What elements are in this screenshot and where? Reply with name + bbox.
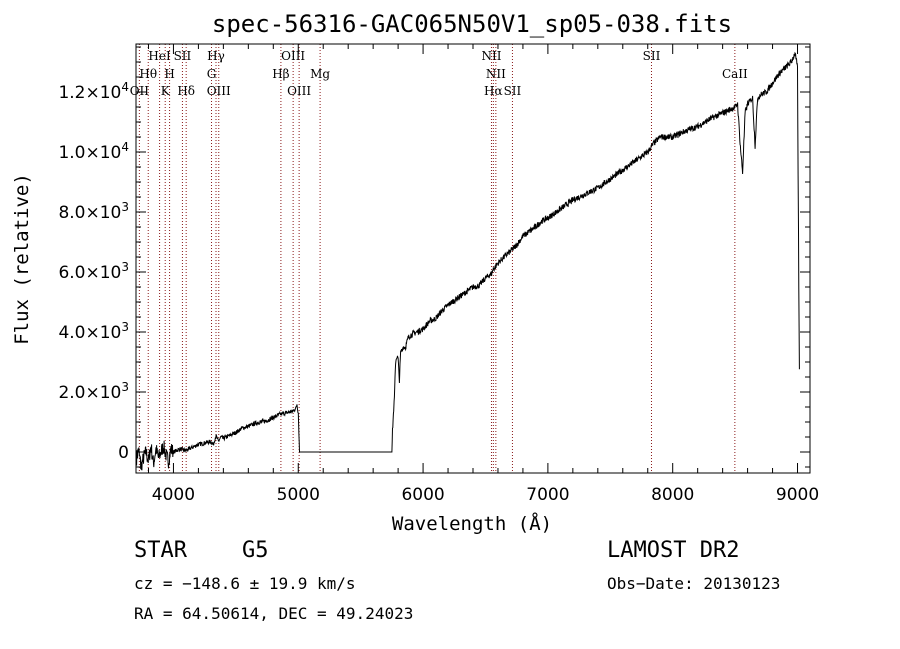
line-label: Hβ (272, 67, 289, 81)
y-tick-mantissa: 4.0×10 (58, 323, 121, 343)
y-tick-mantissa: 2.0×10 (58, 383, 121, 403)
chart-title: spec-56316-GAC065N50V1_sp05-038.fits (212, 10, 732, 38)
redshift-cz: cz = −148.6 ± 19.9 km/s (134, 574, 356, 593)
y-tick-label: 1.0×104 (58, 140, 129, 163)
y-axis-label: Flux (relative) (11, 173, 33, 345)
line-label: Hθ (139, 67, 157, 81)
y-tick-label: 4.0×103 (58, 320, 129, 343)
y-tick-exponent: 3 (121, 380, 129, 394)
line-label: NII (486, 67, 506, 81)
y-tick-exponent: 3 (121, 320, 129, 334)
y-tick-mantissa: 1.0×10 (58, 143, 121, 163)
object-subclass: G5 (242, 538, 269, 563)
y-tick-mantissa: 1.2×10 (58, 83, 121, 103)
object-class: STAR (134, 538, 187, 563)
line-markers: Hθ OII HeI HK SII Hδ Hγ G OIII OIII Hβ OIII Mg NII NII… (130, 44, 748, 473)
coordinates: RA = 64.50614, DEC = 49.24023 (134, 604, 414, 623)
spectrum-line (136, 51, 800, 471)
line-label: K (161, 84, 171, 98)
line-label: SII (504, 84, 522, 98)
x-tick-label: 6000 (401, 485, 444, 505)
y-tick-exponent: 4 (121, 140, 129, 154)
y-tick-exponent: 3 (121, 200, 129, 214)
line-label: OII (130, 84, 150, 98)
y-tick-label: 1.2×104 (58, 80, 129, 103)
x-tick-label: 4000 (152, 485, 195, 505)
x-tick-label: 5000 (277, 485, 320, 505)
y-tick-mantissa: 0 (118, 443, 129, 463)
line-label: Hγ (207, 49, 225, 63)
line-label: OIII (287, 84, 311, 98)
y-tick-label: 6.0×103 (58, 260, 129, 283)
line-label: SII (174, 49, 192, 63)
line-label: OIII (207, 84, 231, 98)
y-tick-label: 0 (118, 443, 129, 463)
y-tick-exponent: 3 (121, 260, 129, 274)
x-axis-label: Wavelength (Å) (392, 512, 552, 535)
x-tick-label: 9000 (776, 485, 819, 505)
y-tick-mantissa: 8.0×10 (58, 203, 121, 223)
line-label: SII (643, 49, 661, 63)
x-tick-label: 8000 (651, 485, 694, 505)
line-label: H (164, 67, 174, 81)
spectrum-series (136, 51, 800, 471)
plot-frame (135, 43, 811, 474)
line-label: CaII (722, 67, 748, 81)
survey-name: LAMOST DR2 (607, 538, 740, 563)
line-label: Mg (310, 67, 330, 81)
x-axis: 4000 5000 6000 7000 8000 9000 (147, 44, 819, 505)
y-tick-label: 8.0×103 (58, 200, 129, 223)
line-label: NII (481, 49, 501, 63)
line-label: G (207, 67, 217, 81)
obs-date: Obs−Date: 20130123 (607, 574, 781, 593)
y-axis: 02.0×1034.0×1036.0×1038.0×1031.0×1041.2×… (58, 46, 810, 468)
line-label: Hα (484, 84, 503, 98)
y-tick-mantissa: 6.0×10 (58, 263, 121, 283)
y-tick-label: 2.0×103 (58, 380, 129, 403)
line-label: Hδ (177, 84, 195, 98)
line-label: OIII (281, 49, 305, 63)
y-tick-exponent: 4 (121, 80, 129, 94)
x-tick-label: 7000 (526, 485, 569, 505)
line-label: HeI (148, 49, 171, 63)
